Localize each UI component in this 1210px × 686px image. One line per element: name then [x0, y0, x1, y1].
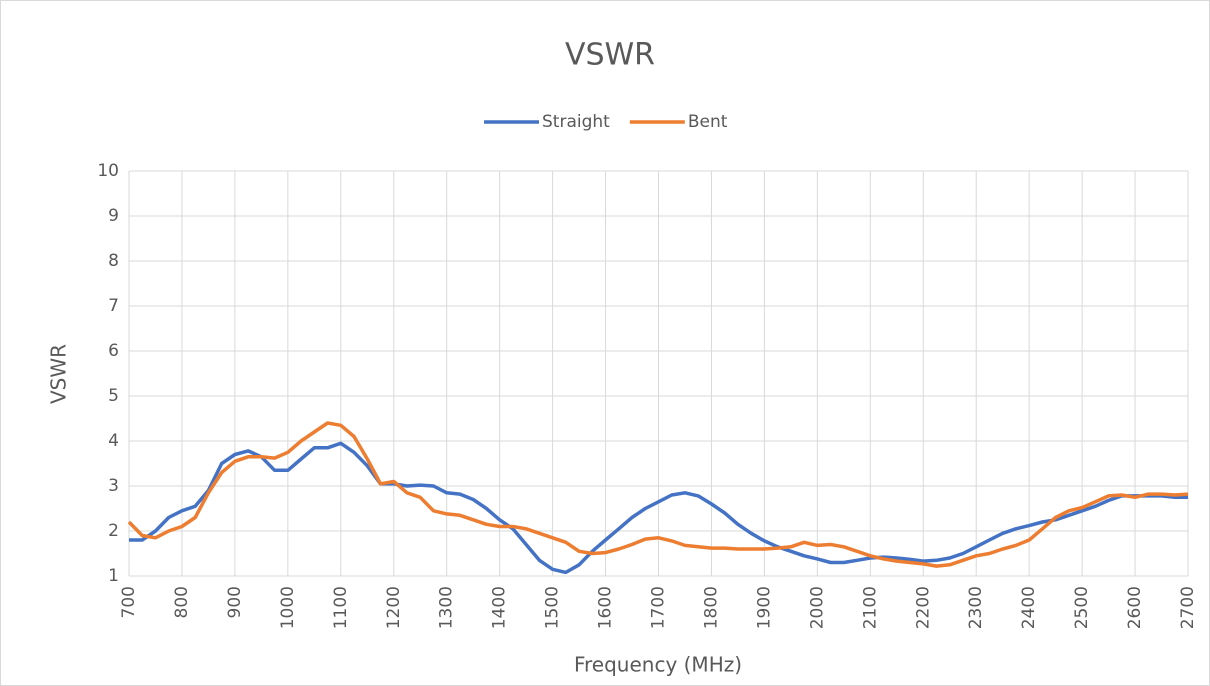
legend-label: Bent	[688, 112, 728, 132]
x-tick-label: 2200	[913, 586, 933, 629]
x-tick-label: 800	[172, 586, 192, 618]
x-tick-label: 1500	[543, 586, 563, 629]
y-tick-label: 10	[97, 161, 119, 181]
y-axis-label: VSWR	[47, 344, 71, 404]
y-tick-label: 4	[108, 431, 119, 451]
series-line	[129, 441, 1188, 575]
y-tick-label: 3	[108, 476, 119, 496]
y-tick-label: 7	[108, 296, 119, 316]
x-tick-label: 900	[225, 586, 245, 618]
legend-label: Straight	[542, 112, 610, 132]
x-tick-label: 1200	[384, 586, 404, 629]
x-tick-label: 2300	[966, 586, 986, 629]
x-tick-label: 1000	[278, 586, 298, 629]
x-tick-label: 1700	[649, 586, 669, 629]
y-tick-label: 6	[108, 341, 119, 361]
x-tick-label: 2500	[1072, 586, 1092, 629]
x-tick-label: 1800	[701, 586, 721, 629]
chart-title: VSWR	[565, 38, 655, 73]
y-tick-label: 2	[108, 521, 119, 541]
x-tick-label: 1400	[490, 586, 510, 629]
series-line	[127, 421, 1189, 568]
y-tick-label: 5	[108, 386, 119, 406]
x-axis-label: Frequency (MHz)	[574, 653, 742, 677]
x-tick-label: 2400	[1019, 586, 1039, 629]
x-tick-label: 1300	[437, 586, 457, 629]
x-tick-label: 700	[119, 586, 139, 618]
x-tick-label: 2600	[1125, 586, 1145, 629]
x-tick-label: 2100	[860, 586, 880, 629]
x-tick-label: 1600	[596, 586, 616, 629]
y-tick-label: 8	[108, 251, 119, 271]
x-tick-label: 2700	[1178, 586, 1198, 629]
x-tick-label: 2000	[807, 586, 827, 629]
y-tick-label: 1	[108, 566, 119, 586]
x-tick-label: 1100	[331, 586, 351, 629]
x-tick-label: 1900	[754, 586, 774, 629]
y-tick-label: 9	[108, 206, 119, 226]
